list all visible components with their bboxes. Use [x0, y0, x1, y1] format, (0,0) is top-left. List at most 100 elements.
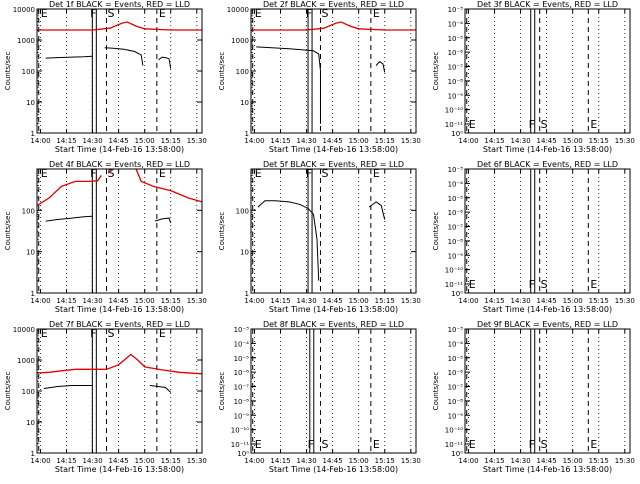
series-line-lld — [107, 168, 114, 174]
x-tick-label: 14:45 — [109, 137, 129, 145]
y-tick-label: 1000 — [17, 357, 35, 365]
y-tick-label: 10 — [26, 249, 35, 257]
x-axis-label: Start Time (14-Feb-16 13:58:00) — [55, 465, 184, 474]
y-axis-label: Counts/sec — [432, 52, 440, 91]
x-tick-label: 15:00 — [563, 297, 583, 305]
plot-det5f: Det 5f BLACK = Events, RED = LLD Counts/s… — [218, 160, 421, 314]
x-tick-label: 15:15 — [161, 137, 181, 145]
plot-det6f: Det 6f BLACK = Events, RED = LLD Counts/s… — [432, 160, 635, 314]
x-tick-label: 15:00 — [349, 137, 369, 145]
series-line-events — [45, 55, 93, 59]
x-axis-label: Start Time (14-Feb-16 13:58:00) — [55, 145, 184, 154]
plot-title: Det 2f BLACK = Events, RED = LLD — [263, 0, 404, 9]
series-line-lld — [37, 21, 202, 31]
series-line-lld — [251, 21, 416, 31]
x-tick-label: 14:30 — [82, 457, 102, 465]
y-tick-label: 1 — [31, 290, 35, 298]
x-tick-label: 15:30 — [187, 137, 207, 145]
marker-label: S — [541, 278, 548, 291]
x-tick-label: 15:15 — [161, 297, 181, 305]
x-tick-label: 14:00 — [30, 457, 50, 465]
y-axis-label: Counts/sec — [218, 212, 226, 251]
y-tick-label: 1 — [31, 130, 35, 138]
y-tick-label: 10⁻⁴ — [448, 20, 464, 28]
y-tick-label: 10⁻⁷ — [448, 64, 464, 72]
x-tick-label: 14:15 — [56, 137, 76, 145]
x-tick-label: 14:30 — [82, 137, 102, 145]
y-tick-label: 10⁻⁹ — [448, 92, 464, 100]
y-tick-label: 100 — [22, 388, 35, 396]
marker-label: F — [529, 438, 535, 451]
x-tick-label: 14:45 — [109, 297, 129, 305]
x-axis-label: Start Time (14-Feb-16 13:58:00) — [55, 305, 184, 314]
plot-frame — [250, 168, 417, 294]
y-tick-label: 10⁻⁷ — [234, 384, 250, 392]
y-tick-label: 10⁻⁹ — [234, 412, 250, 420]
plot-title: Det 4f BLACK = Events, RED = LLD — [49, 160, 190, 169]
plot-title: Det 3f BLACK = Events, RED = LLD — [477, 0, 618, 9]
marker-label: E — [590, 278, 597, 291]
y-tick-label: 10000 — [227, 6, 249, 14]
x-tick-label: 15:15 — [589, 457, 609, 465]
marker-label: E — [159, 327, 166, 340]
marker-label: E — [255, 7, 262, 20]
marker-label: E — [590, 438, 597, 451]
y-tick-label: 10⁻³ — [448, 6, 464, 14]
series-line-events — [158, 56, 172, 69]
y-tick-label: 10000 — [13, 6, 35, 14]
marker-label: S — [321, 167, 328, 180]
marker-label: S — [541, 438, 548, 451]
x-tick-label: 15:00 — [135, 297, 155, 305]
plot-det9f: Det 9f BLACK = Events, RED = LLD Counts/s… — [432, 320, 635, 474]
series-line-events — [45, 215, 93, 222]
x-tick-label: 15:30 — [615, 137, 635, 145]
y-axis-label: Counts/sec — [432, 212, 440, 251]
x-tick-label: 14:00 — [244, 137, 264, 145]
marker-label: F — [306, 7, 312, 20]
y-tick-label: 10 — [240, 249, 249, 257]
marker-label: E — [41, 327, 48, 340]
y-tick-label: 10 — [240, 99, 249, 107]
x-tick-label: 15:15 — [375, 457, 395, 465]
x-tick-label: 14:00 — [458, 457, 478, 465]
x-axis-label: Start Time (14-Feb-16 13:58:00) — [269, 145, 398, 154]
x-axis-label: Start Time (14-Feb-16 13:58:00) — [269, 305, 398, 314]
x-tick-label: 14:45 — [323, 457, 343, 465]
x-tick-label: 14:30 — [510, 137, 530, 145]
y-axis-label: Counts/sec — [218, 372, 226, 411]
x-tick-label: 14:30 — [510, 457, 530, 465]
plot-det4f: Det 4f BLACK = Events, RED = LLD Counts/s… — [4, 160, 207, 314]
x-tick-label: 15:30 — [187, 457, 207, 465]
y-axis-label: Counts/sec — [4, 372, 12, 411]
y-tick-label: 100 — [22, 207, 35, 215]
y-tick-label: 10⁻⁷ — [448, 384, 464, 392]
marker-label: S — [321, 7, 328, 20]
y-tick-label: 1000 — [231, 37, 249, 45]
x-tick-label: 15:00 — [349, 297, 369, 305]
y-tick-label: 10⁻¹¹ — [445, 121, 463, 129]
series-line-events — [375, 61, 386, 73]
y-tick-label: 10⁻⁵ — [448, 355, 464, 363]
y-tick-label: 100 — [236, 207, 249, 215]
plot-frame — [464, 8, 631, 134]
x-tick-label: 14:45 — [537, 457, 557, 465]
marker-label: E — [469, 118, 476, 131]
y-tick-label: 1000 — [17, 37, 35, 45]
x-tick-label: 15:00 — [563, 457, 583, 465]
series-line-events — [154, 217, 172, 223]
x-tick-label: 14:00 — [30, 297, 50, 305]
x-tick-label: 15:30 — [401, 297, 421, 305]
marker-label: E — [373, 438, 380, 451]
x-tick-label: 14:15 — [484, 457, 504, 465]
marker-label: F — [308, 438, 314, 451]
y-tick-label: 10⁻¹¹ — [231, 441, 249, 449]
plot-det2f: Det 2f BLACK = Events, RED = LLD Counts/s… — [218, 0, 421, 154]
y-tick-label: 1 — [245, 130, 249, 138]
marker-label: S — [107, 167, 114, 180]
plot-title: Det 1f BLACK = Events, RED = LLD — [49, 0, 190, 9]
x-tick-label: 14:45 — [323, 297, 343, 305]
series-line-events — [368, 201, 386, 220]
y-tick-label: 10⁻¹⁰ — [445, 427, 463, 435]
x-tick-label: 14:30 — [296, 457, 316, 465]
